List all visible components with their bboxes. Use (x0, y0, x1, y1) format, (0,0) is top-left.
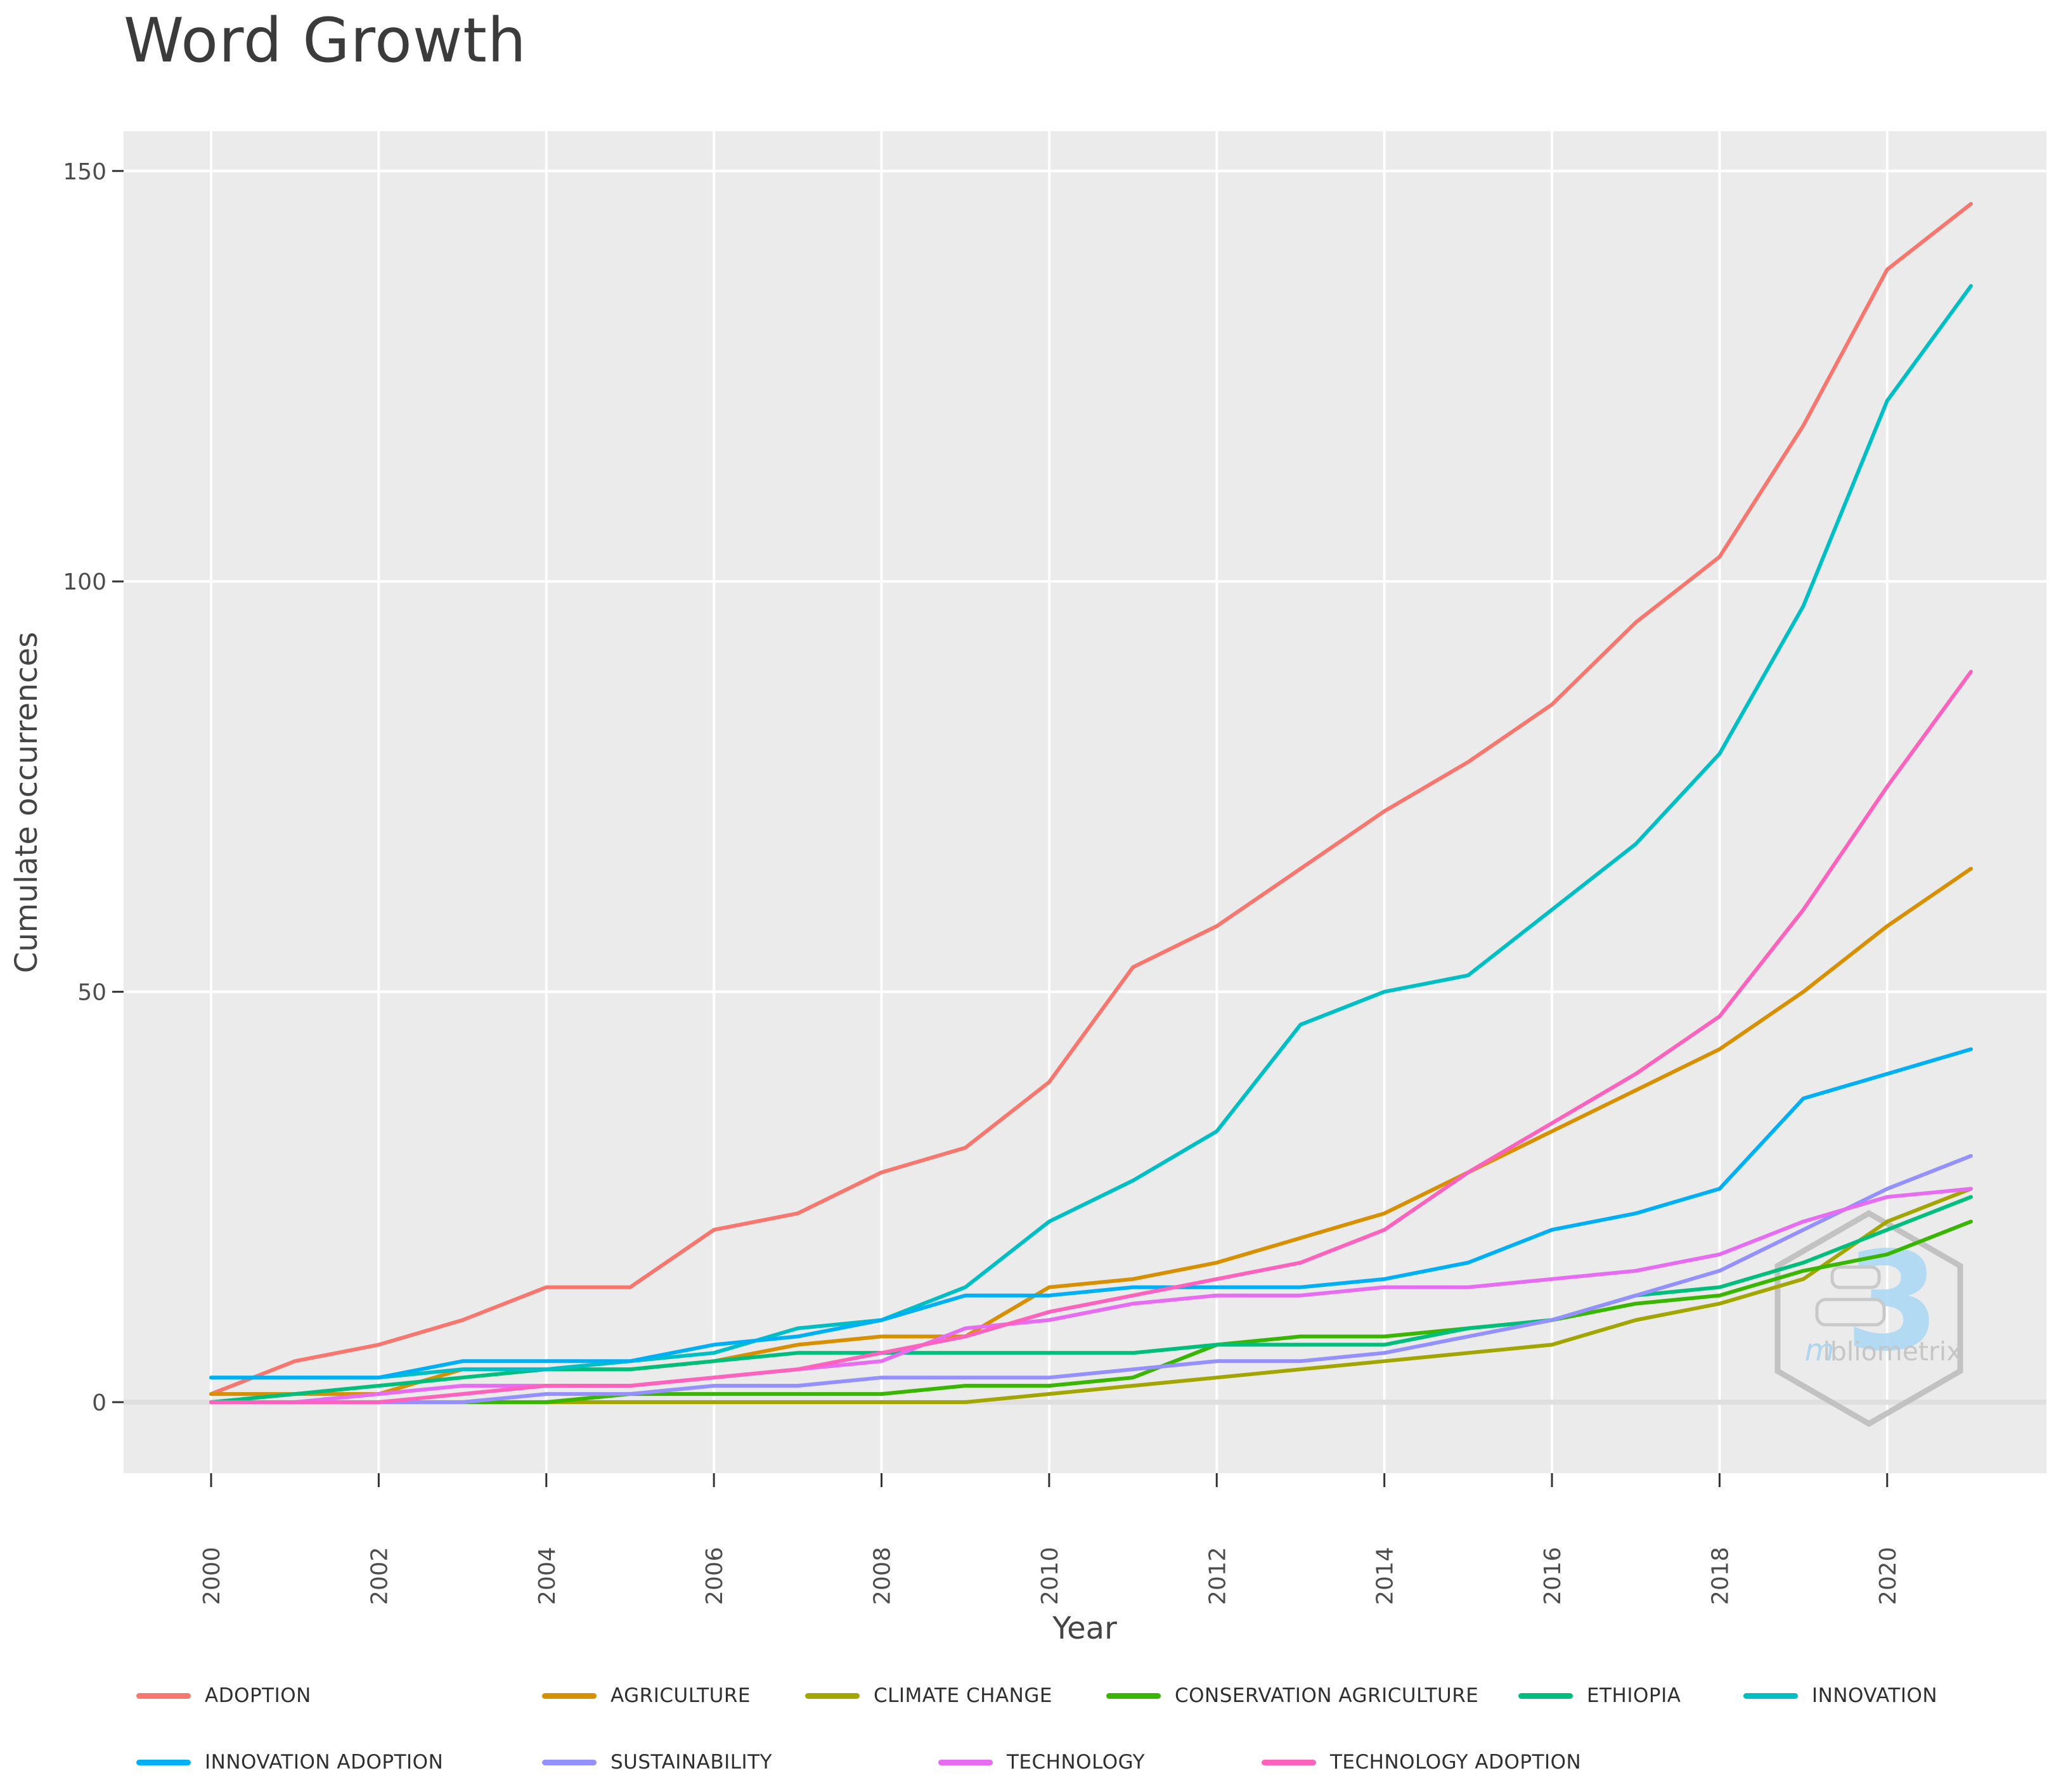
legend-label: TECHNOLOGY (1007, 1751, 1146, 1774)
legend-label: TECHNOLOGY ADOPTION (1330, 1751, 1582, 1774)
series-lines (209, 202, 1973, 1404)
x-tick-label-2002: 2002 (366, 1547, 392, 1605)
legend-item-technology: TECHNOLOGY (938, 1748, 1145, 1777)
series-line-adoption (209, 202, 1973, 1396)
y-tick-label-50: 50 (77, 980, 107, 1006)
x-axis-label: Year (1052, 1611, 1117, 1646)
x-tick-label-2008: 2008 (870, 1547, 896, 1605)
x-tick-label-2004: 2004 (534, 1547, 560, 1605)
watermark-book-icon (1815, 1298, 1886, 1327)
x-tick-label-2010: 2010 (1037, 1547, 1063, 1605)
legend-swatch (1743, 1692, 1798, 1699)
legend-label: SUSTAINABILITY (611, 1751, 773, 1774)
legend-item-conservation-agriculture: CONSERVATION AGRICULTURE (1106, 1681, 1478, 1710)
x-tick-label-2000: 2000 (199, 1547, 225, 1605)
legend-swatch (542, 1759, 597, 1765)
watermark-book-icon (1830, 1265, 1881, 1289)
y-tick-label-100: 100 (63, 569, 107, 595)
legend-swatch (1106, 1692, 1161, 1699)
legend-item-adoption: ADOPTION (136, 1681, 311, 1710)
legend-swatch (938, 1759, 993, 1765)
legend-label: INNOVATION ADOPTION (205, 1751, 444, 1774)
legend-item-agriculture: AGRICULTURE (542, 1681, 751, 1710)
legend-label: INNOVATION (1812, 1684, 1938, 1707)
series-line-innovation (209, 284, 1973, 1380)
x-tick-label-2016: 2016 (1540, 1547, 1566, 1605)
series-line-technology-adoption (209, 669, 1973, 1404)
legend-item-ethiopia: ETHIOPIA (1518, 1681, 1681, 1710)
legend-item-climate-change: CLIMATE CHANGE (805, 1681, 1052, 1710)
legend-item-technology-adoption: TECHNOLOGY ADOPTION (1262, 1748, 1581, 1777)
y-axis-label: Cumulate occurrences (9, 632, 44, 974)
watermark-hexagon (1774, 1209, 1963, 1428)
series-line-technology (209, 1187, 1973, 1404)
axis-ticks (112, 170, 1889, 1487)
legend-label: AGRICULTURE (611, 1684, 751, 1707)
series-line-innovation-adoption (209, 1047, 1973, 1380)
legend-swatch (805, 1692, 860, 1699)
watermark-bibliometrix: 3 m ibliometrix (1774, 1209, 1963, 1428)
plot-panel (124, 131, 2046, 1473)
legend-swatch (136, 1759, 191, 1765)
watermark-text: ibliometrix (1823, 1336, 1961, 1367)
legend-swatch (136, 1692, 191, 1699)
x-tick-label-2020: 2020 (1875, 1547, 1901, 1605)
legend-swatch (1262, 1759, 1316, 1765)
x-tick-label-2018: 2018 (1707, 1547, 1733, 1605)
gridlines (124, 131, 2046, 1473)
x-tick-label-2012: 2012 (1205, 1547, 1231, 1605)
series-line-sustainability (209, 1154, 1973, 1404)
y-tick-label-150: 150 (63, 159, 107, 185)
series-line-ethiopia (209, 1195, 1973, 1404)
watermark-prefix: m (1805, 1332, 1835, 1368)
legend-swatch (1518, 1692, 1573, 1699)
page-title: Word Growth (124, 5, 527, 76)
legend-label: ETHIOPIA (1587, 1684, 1681, 1707)
x-tick-label-2006: 2006 (702, 1547, 728, 1605)
legend-label: ADOPTION (205, 1684, 311, 1707)
y-tick-label-0: 0 (92, 1390, 107, 1416)
legend-label: CONSERVATION AGRICULTURE (1175, 1684, 1479, 1707)
series-line-conservation-agriculture (209, 1220, 1973, 1404)
legend-swatch (542, 1692, 597, 1699)
legend-item-innovation-adoption: INNOVATION ADOPTION (136, 1748, 443, 1777)
legend-label: CLIMATE CHANGE (874, 1684, 1052, 1707)
legend: ADOPTION AGRICULTURE CLIMATE CHANGE CONSERV… (0, 1656, 2061, 1792)
legend-item-innovation: INNOVATION (1743, 1681, 1937, 1710)
x-tick-label-2014: 2014 (1373, 1547, 1399, 1605)
tick-labels: 0 50 100 150 2000 2002 2004 2006 2008 2010 2012 201… (63, 159, 1901, 1605)
legend-item-sustainability: SUSTAINABILITY (542, 1748, 772, 1777)
